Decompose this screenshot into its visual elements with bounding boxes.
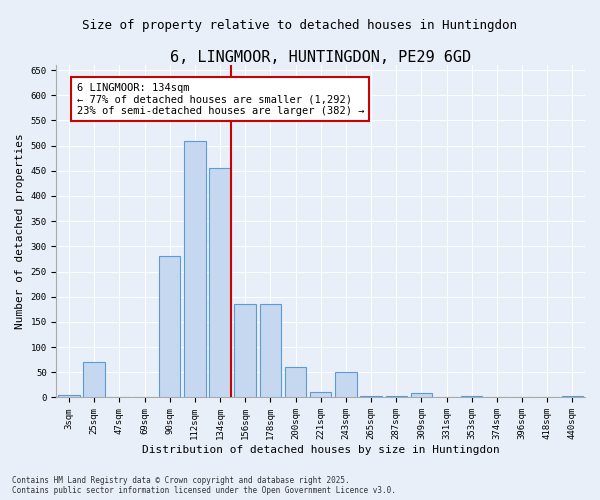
Y-axis label: Number of detached properties: Number of detached properties: [15, 134, 25, 329]
Text: 6 LINGMOOR: 134sqm
← 77% of detached houses are smaller (1,292)
23% of semi-deta: 6 LINGMOOR: 134sqm ← 77% of detached hou…: [77, 82, 364, 116]
Title: 6, LINGMOOR, HUNTINGDON, PE29 6GD: 6, LINGMOOR, HUNTINGDON, PE29 6GD: [170, 50, 471, 65]
Bar: [209, 168, 231, 398]
Text: Contains HM Land Registry data © Crown copyright and database right 2025.
Contai: Contains HM Land Registry data © Crown c…: [12, 476, 396, 495]
Bar: [562, 396, 583, 398]
Bar: [310, 392, 331, 398]
Bar: [235, 304, 256, 398]
X-axis label: Distribution of detached houses by size in Huntingdon: Distribution of detached houses by size …: [142, 445, 500, 455]
Bar: [83, 362, 105, 398]
Bar: [461, 396, 482, 398]
Text: Size of property relative to detached houses in Huntingdon: Size of property relative to detached ho…: [83, 20, 517, 32]
Bar: [58, 395, 80, 398]
Bar: [386, 396, 407, 398]
Bar: [361, 396, 382, 398]
Bar: [184, 140, 206, 398]
Bar: [159, 256, 181, 398]
Bar: [335, 372, 356, 398]
Bar: [260, 304, 281, 398]
Bar: [285, 367, 306, 398]
Bar: [410, 394, 432, 398]
